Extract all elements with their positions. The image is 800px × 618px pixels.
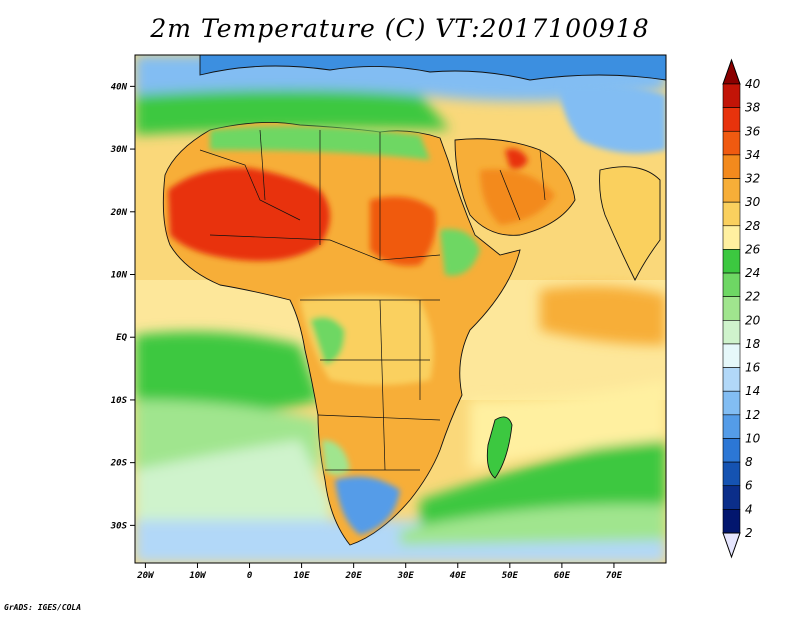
colorbar-swatch xyxy=(722,130,741,156)
colorbar-top-arrow xyxy=(722,58,741,85)
colorbar-bottom-arrow xyxy=(722,532,741,559)
colorbar-label: 16 xyxy=(745,361,761,375)
congo-green xyxy=(310,316,345,365)
colorbar-label: 10 xyxy=(745,431,761,445)
colorbar-swatch xyxy=(722,178,741,203)
india-land xyxy=(599,166,661,282)
credit-text: GrADS: IGES/COLA xyxy=(4,603,82,612)
ethiopian-highlands-green xyxy=(440,229,480,276)
colorbar-label: 24 xyxy=(745,266,760,280)
colorbar-swatch xyxy=(722,83,741,108)
colorbar-label: 2 xyxy=(745,526,753,540)
colorbar-label: 8 xyxy=(745,455,753,469)
lon-tick-label: 20W xyxy=(136,571,155,581)
colorbar-label: 14 xyxy=(745,384,760,398)
lon-tick-label: 30E xyxy=(397,571,415,581)
central-africa-warm xyxy=(300,295,434,385)
longitude-axis: 20W 10W 0 10E 20E 30E 40E 50E 60E 70E xyxy=(136,563,623,581)
colorbar-label: 6 xyxy=(745,479,753,493)
country-borders xyxy=(199,129,546,471)
colorbar-swatch xyxy=(722,390,741,416)
colorbar-label: 32 xyxy=(745,172,760,186)
lat-tick-label: 30N xyxy=(110,145,128,155)
europe-land xyxy=(199,55,666,81)
lat-tick-label: 20S xyxy=(110,459,128,469)
lon-tick-label: 10E xyxy=(293,571,310,581)
lon-tick-label: 60E xyxy=(554,571,571,581)
madagascar-land xyxy=(486,416,513,479)
colorbar-label: 28 xyxy=(745,219,761,233)
lon-tick-label: 20E xyxy=(345,571,363,581)
iran-cool xyxy=(560,83,666,154)
lon-tick-label: 40E xyxy=(450,571,467,581)
latitude-axis: 40N 30N 20N 10N EQ 10S 20S 30S xyxy=(110,82,135,531)
colorbar-swatch xyxy=(722,414,741,439)
colorbar-label: 34 xyxy=(745,148,760,162)
persian-gulf-hot xyxy=(505,148,528,169)
ocean-band-22-west xyxy=(135,331,320,414)
lon-tick-label: 10W xyxy=(189,571,207,581)
colorbar-label: 12 xyxy=(745,408,760,422)
sahara-hot-core xyxy=(168,167,330,261)
ocean-band-20-east xyxy=(400,504,666,545)
lon-tick-label: 50E xyxy=(502,571,519,581)
mediterranean-band xyxy=(135,90,450,135)
ocean-band-30-east xyxy=(540,286,666,345)
lat-tick-label: 40N xyxy=(111,82,128,92)
colorbar-label: 20 xyxy=(745,313,761,327)
colorbar-swatch xyxy=(722,509,741,534)
ocean-band-26-east xyxy=(470,380,666,470)
colorbar-swatch xyxy=(722,367,741,392)
lon-tick-label: 0 xyxy=(247,571,253,581)
colorbar-label: 26 xyxy=(745,242,761,256)
colorbar-swatch xyxy=(722,107,741,132)
colorbar-swatch xyxy=(722,343,741,368)
lat-tick-label: 20N xyxy=(110,208,128,218)
lat-tick-label: 10S xyxy=(111,396,128,406)
colorbar-label: 30 xyxy=(745,195,761,209)
lat-tick-label: 30S xyxy=(110,521,128,531)
colorbar-swatch xyxy=(722,438,741,463)
colorbar-label: 36 xyxy=(745,124,761,138)
arabian-warm xyxy=(480,169,555,225)
colorbar-swatch xyxy=(722,249,741,274)
colorbar-swatch xyxy=(722,201,741,227)
colorbar-swatch xyxy=(722,272,741,297)
colorbar-label: 38 xyxy=(745,101,761,115)
lat-tick-label: EQ xyxy=(116,333,127,343)
colorbar-swatch xyxy=(722,461,741,487)
lat-tick-label: 10N xyxy=(111,271,128,281)
colorbar-swatch xyxy=(722,154,741,179)
colorbar-swatch xyxy=(722,485,741,510)
colorbar-swatch xyxy=(722,225,741,250)
page-title: 2m Temperature (C) VT:2017100918 xyxy=(150,14,650,43)
plot-frame xyxy=(134,54,667,564)
southern-africa-cool xyxy=(335,476,400,535)
colorbar-label: 18 xyxy=(745,337,761,351)
lon-tick-label: 70E xyxy=(606,571,623,581)
colorbar-swatch xyxy=(722,296,741,321)
colorbar-label: 4 xyxy=(745,502,753,516)
colorbar-label: 22 xyxy=(745,290,760,304)
namibia-green xyxy=(322,440,350,475)
colorbar-label: 40 xyxy=(745,77,761,91)
colorbar-swatch xyxy=(722,320,741,345)
sahel-hot-core-east xyxy=(370,196,436,266)
